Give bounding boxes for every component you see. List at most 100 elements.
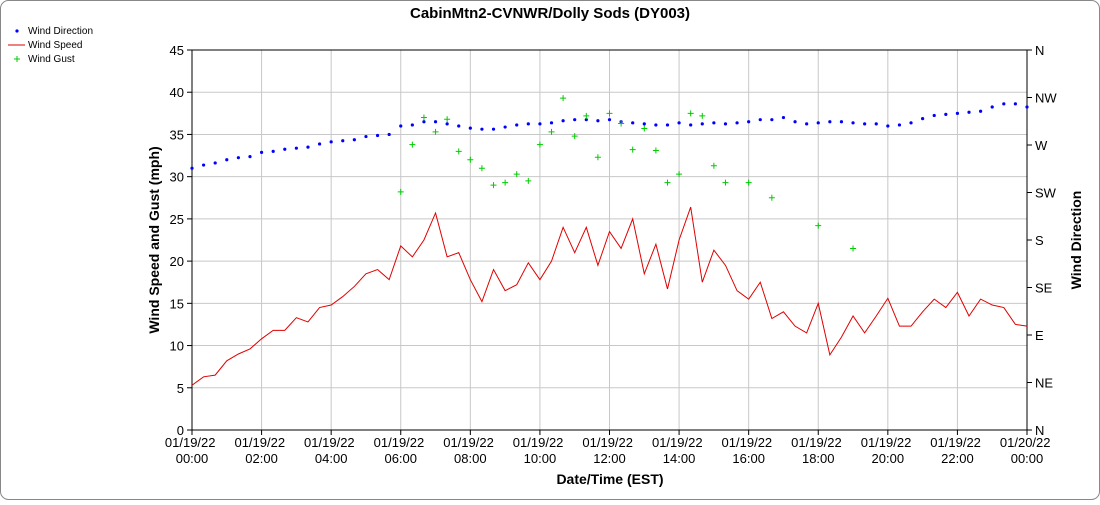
direction-point [990,105,994,109]
direction-point [863,122,867,126]
gust-point [455,148,462,155]
x-tick-label: 01/19/22 18:00 [791,435,845,466]
direction-point [410,123,414,127]
y2-tick-label: NW [1035,91,1057,106]
speed-line [191,206,1028,386]
y-tick-label: 35 [170,127,184,142]
direction-point [851,121,855,125]
gust-point [467,156,474,163]
direction-point [607,118,612,122]
direction-point [317,142,322,146]
x-tick-label: 01/19/22 16:00 [722,435,776,466]
gust-point [571,133,578,140]
direction-point [248,155,252,159]
y2-tick-label: W [1035,138,1048,153]
direction-point [271,149,275,153]
x-tick-label: 01/19/22 10:00 [513,435,567,466]
legend-label: Wind Direction [28,26,93,37]
direction-point [294,146,298,150]
direction-point [874,122,878,126]
gust-point [432,128,439,135]
gust-point [676,171,683,178]
gust-point [594,154,601,161]
x-axis-label: Date/Time (EST) [556,471,663,487]
direction-point [480,127,484,131]
x-tick-label: 01/20/22 00:00 [1000,435,1054,466]
direction-point [329,140,333,144]
gust-point [606,110,613,117]
x-tick-label: 01/19/22 04:00 [304,435,358,466]
direction-point [955,111,960,115]
direction-point [341,139,345,143]
direction-point [700,122,704,126]
y2-tick-label: N [1035,43,1044,58]
direction-point [503,125,507,129]
direction-point [839,120,844,124]
legend-label: Wind Speed [28,40,82,51]
direction-point [457,124,461,128]
y2-tick-label: N [1035,423,1044,438]
y2-tick-label: S [1035,233,1044,248]
direction-point [932,113,936,118]
gust-point [710,162,717,169]
direction-point [468,126,472,130]
y-tick-label: 5 [177,381,184,396]
direction-point [793,120,797,124]
gust-point [629,146,636,153]
direction-point [201,163,206,167]
direction-point [515,123,519,127]
gust-point [478,165,485,172]
gust-point [502,179,509,186]
direction-point [897,123,902,127]
y-tick-label: 40 [170,85,184,100]
gust-point [664,179,671,186]
direction-point [979,109,983,113]
direction-point [573,118,577,122]
direction-point [781,115,786,120]
gust-point [652,147,659,154]
direction-point [816,121,820,125]
direction-point [758,118,762,122]
gust-point [768,194,775,201]
x-tick-label: 01/19/22 02:00 [234,435,288,466]
direction-point [491,127,496,131]
y2-tick-label: SE [1035,281,1053,296]
direction-point [375,133,380,138]
y2-tick-label: SW [1035,186,1057,201]
legend-symbol [15,29,19,33]
y-tick-label: 45 [170,43,184,58]
direction-point [190,166,194,170]
direction-point [944,112,948,116]
gust-point [618,120,625,127]
y2-tick-label: E [1035,328,1044,343]
direction-point [665,123,670,127]
direction-point [712,121,716,125]
gust-point [641,125,648,132]
direction-point [422,120,426,124]
y-axis-label: Wind Speed and Gust (mph) [146,146,162,333]
direction-point [805,122,809,126]
gust-point [548,128,555,135]
y-tick-label: 25 [170,212,184,227]
x-tick-label: 01/19/22 14:00 [652,435,706,466]
direction-point [259,150,264,154]
x-tick-label: 01/19/22 00:00 [165,435,219,466]
direction-point [677,121,681,125]
gust-point [583,112,590,119]
plot-border [191,49,1028,431]
direction-point [689,123,693,127]
gust-point [560,95,567,102]
direction-point [735,121,739,125]
direction-point [584,118,588,122]
direction-point [364,134,368,139]
gust-point [815,222,822,229]
legend-label: Wind Gust [28,54,75,65]
direction-point [306,145,310,149]
direction-point [387,132,391,137]
direction-point [445,122,449,126]
direction-point [549,121,554,125]
direction-point [433,120,438,124]
gust-point [745,179,752,186]
direction-point [921,117,925,121]
